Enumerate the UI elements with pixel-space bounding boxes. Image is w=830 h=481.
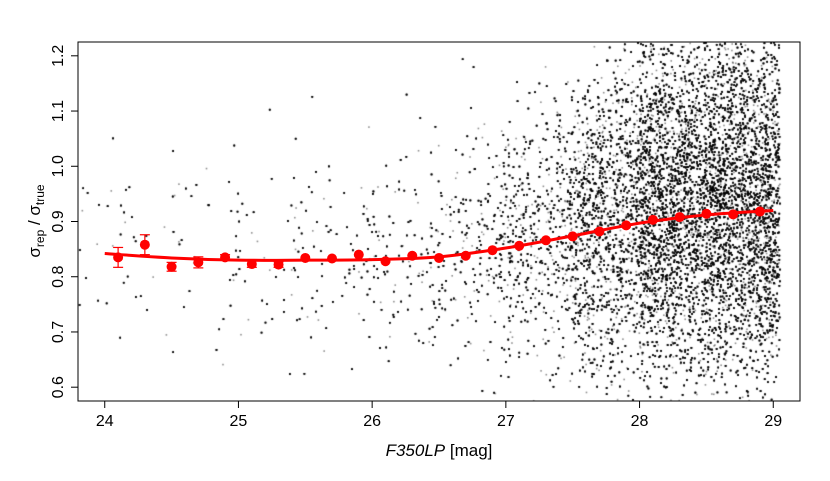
binned-mean-point [514, 240, 525, 251]
binned-mean-point [754, 206, 765, 217]
y-tick-label: 1.0 [50, 155, 67, 177]
x-tick-label: 29 [764, 413, 782, 430]
binned-mean-point [166, 261, 177, 272]
binned-mean-point [300, 252, 311, 263]
binned-mean-point [273, 259, 284, 270]
binned-mean-point [594, 226, 605, 237]
x-axis-var: F350LP [386, 441, 446, 460]
x-tick-label: 24 [96, 413, 114, 430]
binned-mean-point [407, 250, 418, 261]
binned-mean-point [674, 212, 685, 223]
y-axis-title: σrep / σtrue [25, 184, 47, 258]
binned-mean-point [567, 231, 578, 242]
x-axis: 24 25 26 27 28 29 [96, 401, 782, 430]
binned-mean-point [353, 249, 364, 260]
x-tick-label: 27 [497, 413, 515, 430]
binned-mean-point [380, 256, 391, 267]
binned-mean-point [193, 257, 204, 268]
x-axis-title: F350LP [mag] [386, 441, 493, 460]
binned-means-layer [113, 206, 765, 272]
binned-mean-point [728, 209, 739, 220]
x-tick-label: 28 [631, 413, 649, 430]
binned-mean-point [113, 252, 124, 263]
x-tick-label: 26 [363, 413, 381, 430]
y-axis: 0.6 0.7 0.8 0.9 1.0 1.1 1.2 [50, 45, 78, 398]
binned-mean-point [434, 252, 444, 263]
binned-mean-point [647, 214, 658, 225]
y-tick-label: 0.6 [50, 376, 67, 398]
x-axis-unit: [mag] [450, 441, 493, 460]
binned-mean-point [220, 252, 231, 263]
binned-mean-point [540, 235, 551, 246]
binned-mean-point [327, 253, 338, 264]
binned-mean-point [487, 245, 498, 256]
binned-mean-point [246, 259, 257, 270]
y-tick-label: 0.9 [50, 210, 67, 232]
binned-mean-point [701, 208, 712, 219]
y-tick-label: 1.1 [50, 100, 67, 122]
x-tick-label: 25 [230, 413, 248, 430]
binned-mean-point [621, 220, 632, 231]
y-tick-label: 1.2 [50, 45, 67, 67]
y-tick-label: 0.8 [50, 266, 67, 288]
y-tick-label: 0.7 [50, 321, 67, 343]
binned-mean-point [139, 239, 150, 250]
binned-mean-point [460, 250, 471, 261]
